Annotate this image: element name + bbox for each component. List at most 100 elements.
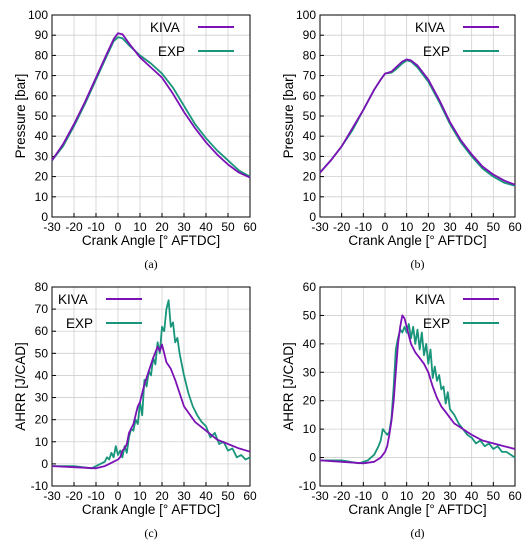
x-tick-label: 10 [400,489,414,503]
x-axis-label: Crank Angle [° AFTDC] [348,233,486,248]
y-tick-label: 60 [35,89,49,103]
y-tick-label: 30 [303,365,317,379]
y-tick-label: 20 [35,413,49,427]
x-tick-label: -30 [311,489,329,503]
y-tick-label: 40 [303,337,317,351]
x-tick-label: 50 [221,220,235,234]
x-tick-label: 0 [382,220,389,234]
series-line-kiva [319,58,516,186]
x-tick-label: 0 [115,220,122,234]
x-tick-label: 0 [382,489,389,503]
y-axis-label: AHRR [J/CAD] [13,342,28,431]
y-axis-label: Pressure [bar] [13,74,28,159]
x-tick-label: 10 [133,220,147,234]
y-tick-label: 30 [35,391,49,405]
x-tick-label: 60 [508,220,522,234]
y-tick-label: 0 [41,210,48,224]
y-tick-label: 60 [303,280,317,294]
y-axis-label: AHRR [J/CAD] [281,342,296,431]
y-tick-label: 70 [303,69,317,83]
x-tick-label: 60 [243,220,257,234]
x-axis-label: Crank Angle [° AFTDC] [82,502,220,517]
x-tick-label: 20 [422,220,436,234]
y-tick-label: 80 [35,48,49,62]
legend-label-exp: EXP [423,316,450,331]
x-tick-label: 40 [199,489,213,503]
x-tick-label: 40 [465,220,479,234]
y-tick-label: 10 [303,422,317,436]
x-tick-label: -10 [87,220,105,234]
x-tick-label: 20 [422,489,436,503]
x-tick-label: -10 [87,489,105,503]
x-tick-label: 40 [465,489,479,503]
y-tick-label: 80 [303,48,317,62]
x-tick-label: 0 [115,489,122,503]
x-tick-label: 50 [221,489,235,503]
panel-d: -30 -20 -10 0 10 20 30 40 50 60 -10 0 10 20 30 40 50 60 Cr… [281,280,522,540]
y-tick-label: 20 [303,394,317,408]
y-tick-label: -10 [299,479,317,493]
x-tick-label: -20 [333,220,351,234]
series-line-exp [52,299,251,470]
panel-label: (a) [144,257,157,271]
series-line-exp [320,323,516,465]
y-tick-label: 0 [309,210,316,224]
legend-label-kiva: KIVA [58,292,88,307]
legend-label-kiva: KIVA [415,20,445,35]
y-tick-label: 100 [28,8,48,22]
y-tick-label: 100 [296,8,316,22]
x-tick-label: -20 [65,220,83,234]
y-tick-label: 30 [35,149,49,163]
x-tick-label: 10 [133,489,147,503]
x-tick-label: 10 [400,220,414,234]
x-tick-label: 30 [177,220,191,234]
y-axis-label: Pressure [bar] [281,74,296,159]
y-tick-label: 90 [303,28,317,42]
plot-frame [319,286,516,487]
y-tick-label: 10 [303,190,317,204]
panel-label: (c) [144,526,157,540]
x-tick-label: 50 [487,489,501,503]
y-tick-label: 0 [309,451,316,465]
series-line-exp [319,59,516,187]
y-tick-label: -10 [31,479,49,493]
series-line-kiva [319,314,516,465]
legend-label-kiva: KIVA [415,292,445,307]
y-tick-label: 20 [303,170,317,184]
y-tick-label: 50 [303,109,317,123]
x-tick-label: -30 [311,220,329,234]
legend-label-kiva: KIVA [150,20,180,35]
y-tick-label: 40 [35,368,49,382]
x-tick-label: -20 [65,489,83,503]
x-tick-label: 20 [155,489,169,503]
x-tick-label: -30 [43,489,61,503]
y-tick-label: 70 [35,302,49,316]
y-tick-label: 40 [35,129,49,143]
x-tick-label: 60 [243,489,257,503]
x-tick-label: -30 [43,220,61,234]
y-tick-label: 60 [303,89,317,103]
series-line-kiva [51,343,251,470]
x-tick-label: 20 [155,220,169,234]
panel-label: (d) [411,526,425,540]
y-tick-label: 50 [303,308,317,322]
y-tick-label: 10 [35,190,49,204]
x-tick-label: 30 [443,220,457,234]
y-tick-label: 20 [35,170,49,184]
x-tick-label: 50 [487,220,501,234]
x-tick-label: -10 [355,220,373,234]
series-line-kiva [51,32,251,179]
x-tick-label: 30 [443,489,457,503]
y-tick-label: 30 [303,149,317,163]
y-tick-label: 80 [35,280,49,294]
panel-a: -30 -20 -10 0 10 20 30 40 50 60 0 10 20 30 40 50 60 70 80 9… [13,8,257,271]
y-tick-label: 10 [35,435,49,449]
panel-c: -30 -20 -10 0 10 20 30 40 50 60 -10 0 10 20 30 40 50 60 70… [13,280,257,540]
x-tick-label: -10 [355,489,373,503]
x-axis-label: Crank Angle [° AFTDC] [82,233,220,248]
y-tick-label: 0 [41,457,48,471]
legend-label-exp: EXP [66,316,93,331]
y-tick-label: 40 [303,129,317,143]
x-tick-label: 60 [508,489,522,503]
